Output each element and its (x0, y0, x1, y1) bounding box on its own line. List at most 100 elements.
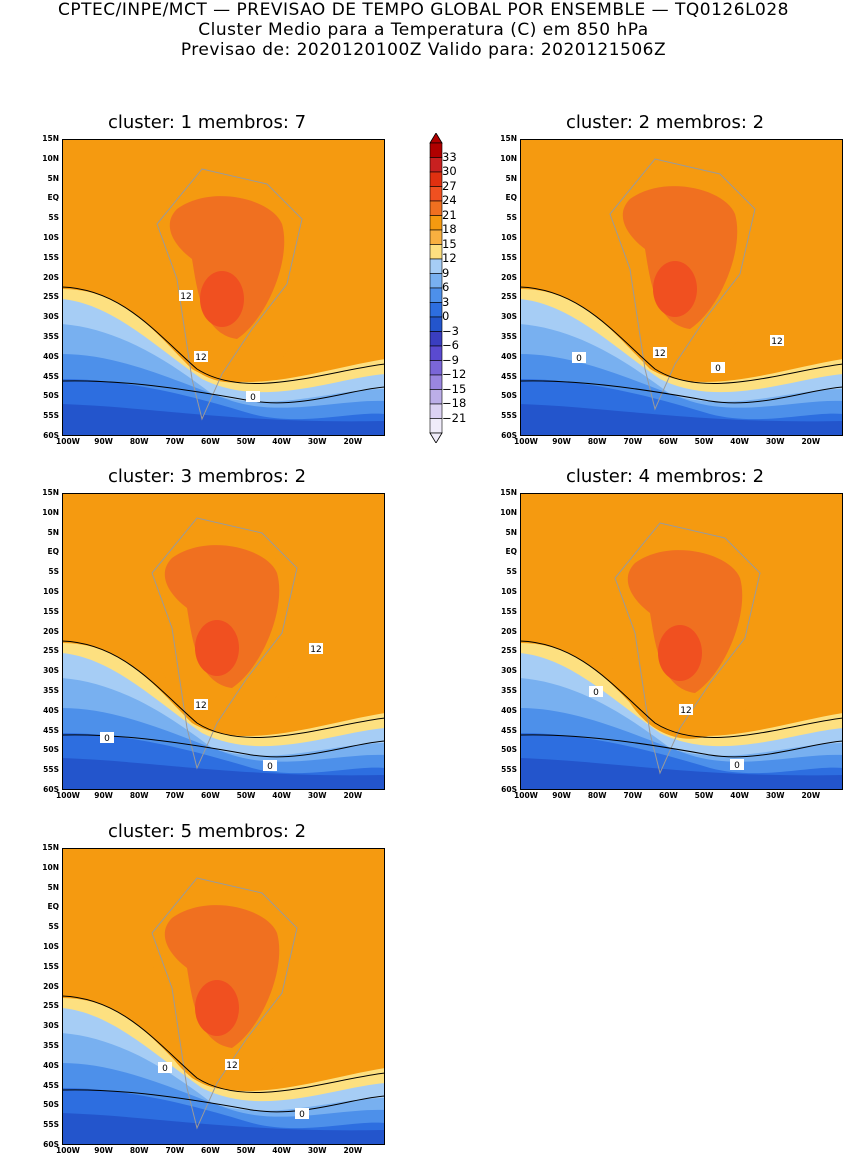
contour-label: 0 (295, 1108, 309, 1120)
continent-outline (614, 522, 761, 775)
contour-12 (62, 286, 385, 384)
x-tick-label: 40W (272, 437, 291, 446)
contour-label: 0 (246, 391, 260, 403)
continent-outline (609, 158, 756, 411)
map-canvas-4: 12 0 0 (520, 493, 843, 790)
panel-title-4: cluster: 4 membros: 2 (566, 466, 765, 487)
svg-text:12: 12 (195, 701, 206, 711)
colorbar-label: 33 (442, 149, 457, 164)
svg-text:0: 0 (267, 762, 273, 772)
x-tick-label: 60W (659, 437, 678, 446)
colorbar-swatch (429, 403, 443, 419)
x-tick-label: 30W (307, 791, 327, 800)
colorbar-label: 15 (442, 236, 457, 251)
panel-title-5: cluster: 5 membros: 2 (108, 821, 307, 842)
y-tick-label: 50S (43, 391, 59, 401)
y-tick-label: 55S (501, 765, 517, 775)
warm-core-21 (164, 905, 280, 1048)
x-tick-label: 70W (165, 437, 185, 446)
y-tick-label: 25S (43, 646, 59, 656)
colorbar-swatch (429, 244, 443, 260)
colorbar-swatch (429, 171, 443, 187)
y-tick-label: 55S (43, 411, 59, 421)
svg-text:12: 12 (310, 645, 321, 655)
y-tick-label: 35S (43, 686, 59, 695)
colorbar-swatch (429, 345, 443, 361)
svg-text:12: 12 (654, 349, 665, 359)
contour-label: 12 (653, 347, 667, 359)
temperature-map-5: 12 0 0 (62, 848, 385, 1145)
y-tick-label: 50S (501, 391, 517, 401)
y-tick-label: 10N (42, 507, 59, 517)
x-tick-label: 70W (165, 1146, 185, 1155)
y-tick-label: 25S (501, 646, 517, 656)
y-tick-label: 5N (47, 173, 60, 183)
contour-label: 0 (711, 362, 725, 374)
colorbar-swatch (429, 215, 443, 231)
contour-12 (62, 995, 385, 1093)
contour-0 (520, 380, 843, 404)
contour-label: 0 (572, 352, 586, 364)
x-tick-label: 50W (236, 791, 256, 800)
y-tick-label: 10N (42, 862, 59, 872)
y-tick-label: EQ (47, 547, 60, 557)
warm-core-24 (195, 620, 239, 676)
y-tick-label: 5S (506, 213, 517, 223)
contour-12 (520, 640, 843, 738)
y-tick-label: 25S (43, 1001, 59, 1011)
x-tick-label: 90W (552, 791, 571, 800)
y-tick-label: 60S (43, 1140, 59, 1149)
y-tick-label: 60S (43, 785, 59, 794)
contour-0 (520, 734, 843, 758)
header-line-1: CPTEC/INPE/MCT — PREVISAO DE TEMPO GLOBA… (58, 0, 789, 20)
colorbar-label: 0 (442, 309, 450, 323)
map-canvas-5: 12 0 0 (62, 848, 385, 1145)
svg-text:12: 12 (680, 706, 691, 716)
contour-label: 12 (309, 643, 323, 655)
y-tick-label: 55S (43, 1120, 59, 1130)
x-tick-label: 100W (514, 791, 538, 800)
y-tick-label: EQ (47, 193, 60, 203)
temperature-map-4: 12 0 0 (520, 493, 843, 790)
y-tick-label: 45S (501, 371, 517, 381)
x-tick-label: 90W (94, 437, 113, 446)
contour-label: 12 (179, 290, 193, 302)
colorbar-label: 24 (442, 193, 457, 207)
y-tick-label: 60S (501, 785, 517, 794)
x-tick-label: 80W (129, 437, 149, 446)
panel-title-3: cluster: 3 membros: 2 (108, 466, 307, 487)
warm-core-24 (195, 980, 239, 1036)
header: CPTEC/INPE/MCT — PREVISAO DE TEMPO GLOBA… (0, 0, 847, 60)
y-tick-label: EQ (505, 193, 518, 203)
temperature-map-1: 12 12 0 (62, 139, 385, 436)
svg-text:0: 0 (715, 364, 721, 374)
colorbar-swatch (429, 374, 443, 390)
x-tick-label: 40W (272, 791, 291, 800)
y-tick-label: 5S (48, 922, 59, 932)
y-tick-label: 60S (501, 431, 517, 440)
y-tick-label: EQ (505, 547, 518, 557)
warm-core-21 (622, 186, 738, 329)
contour-label: 12 (194, 699, 208, 711)
y-tick-label: 55S (501, 411, 517, 421)
svg-text:12: 12 (771, 337, 782, 347)
x-tick-label: 80W (587, 437, 607, 446)
y-tick-label: 35S (43, 332, 59, 341)
colorbar-label: −12 (442, 367, 467, 381)
y-tick-label: 50S (501, 745, 517, 755)
x-tick-label: 100W (56, 791, 80, 800)
warm-core-24 (658, 625, 702, 681)
contour-label: 12 (770, 335, 784, 347)
y-tick-label: 20S (501, 272, 517, 282)
y-tick-label: 25S (501, 292, 517, 302)
y-tick-label: 40S (501, 351, 517, 361)
temperature-map-3: 12 12 0 0 (62, 493, 385, 790)
y-tick-label: 10N (500, 153, 517, 163)
x-tick-label: 60W (659, 791, 678, 800)
x-tick-label: 20W (801, 437, 821, 446)
x-tick-label: 80W (129, 791, 149, 800)
y-tick-label: 15N (42, 843, 59, 852)
x-tick-label: 60W (201, 791, 220, 800)
map-canvas-2: 12 12 0 0 (520, 139, 843, 436)
temperature-map-2: 12 12 0 0 (520, 139, 843, 436)
